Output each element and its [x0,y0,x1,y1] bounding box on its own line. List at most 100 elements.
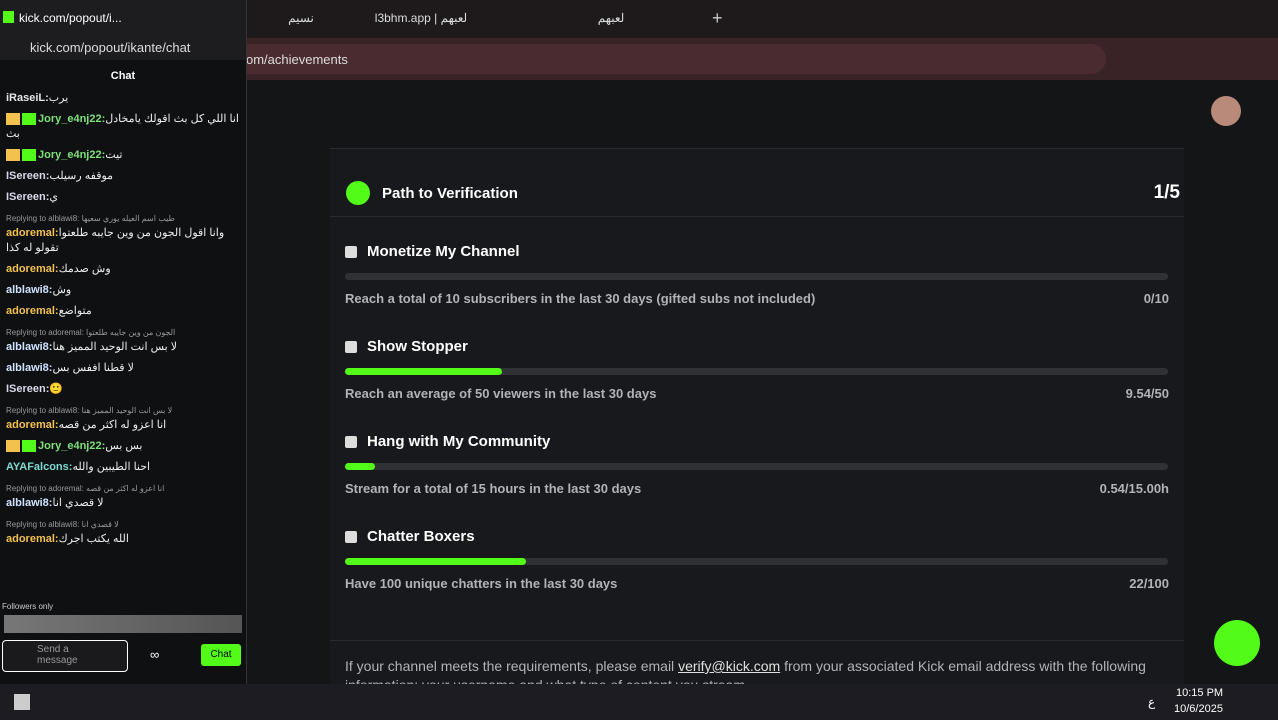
message-text: احنا الطيبين والله [72,461,151,473]
username[interactable]: adoremal: [6,263,59,275]
chat-message: Jory_e4nj22:تيت [0,145,246,166]
requirement-description: Have 100 unique chatters in the last 30 … [345,576,618,591]
chat-message: iRaseiL:يرب [0,88,246,109]
chat-message: Replying to adoremal: الجون من وين جايبه… [0,322,246,358]
message-text: لا قصدي انا [52,497,104,509]
chat-message: ISereen:🙂 [0,379,246,400]
username[interactable]: alblawi8: [6,341,53,353]
tabs: نسيم l3bhm.app | لعبهم لعبهم [256,0,726,36]
message-text: الله يكتب اجرك [58,533,129,545]
username[interactable]: ISereen: [6,170,50,182]
start-button[interactable] [14,694,30,710]
tab[interactable]: l3bhm.app | لعبهم [374,11,468,25]
requirement: Hang with My Community Stream for a total… [345,419,1169,514]
message-text: يرب [48,92,69,104]
chat-message: Replying to alblawi8: لا بس انت الوحيد ا… [0,400,246,436]
badge-icon [22,113,36,126]
verified-icon [346,181,370,205]
requirement-icon [345,341,357,353]
chat-header: Chat [110,70,136,82]
username[interactable]: iRaseiL: [6,92,49,104]
requirement-title: Hang with My Community [367,433,551,450]
username[interactable]: ISereen: [6,383,50,395]
progress-fill [345,368,503,375]
toolbar: om/achievements [246,38,1278,80]
message-text: وش صدمك [58,263,111,275]
input-placeholder: Send a message [37,644,78,666]
requirement-icon [345,436,357,448]
card-title: Path to Verification [382,185,518,202]
username[interactable]: Jory_e4nj22: [38,113,106,125]
requirement: Monetize My Channel Reach a total of 10 s… [345,229,1169,324]
username[interactable]: adoremal: [6,305,59,317]
chat-message: ISereen:ي [0,187,246,208]
chat-message: AYAFalcons:احنا الطيبين والله [0,457,246,478]
reply-context: Replying to adoremal: الجون من وين جايبه… [6,328,176,337]
clock-date: 10/6/2025 [1174,703,1223,715]
sections: Monetize My Channel Reach a total of 10 s… [330,217,1184,609]
message-text: ي [49,191,59,203]
username[interactable]: alblawi8: [6,497,53,509]
username[interactable]: Jory_e4nj22: [38,440,106,452]
new-tab[interactable]: + [712,8,723,28]
username[interactable]: alblawi8: [6,284,53,296]
progress-track [345,368,1168,375]
username[interactable]: Jory_e4nj22: [38,149,106,161]
progress-track [345,273,1168,280]
username[interactable]: adoremal: [6,533,59,545]
url: kick.com/popout/ikante/chat [30,40,191,55]
username[interactable]: ISereen: [6,191,50,203]
url-bar: kick.com/popout/ikante/chat [0,36,246,60]
verification-card: Path to Verification 1/5 Monetize My Cha… [330,148,1184,693]
progress-label: 0.54/15.00h [1099,481,1169,496]
message-text: وانا اقول الجون من وين جايبه طلعتوا تقول… [6,227,225,254]
progress-label: 9.54/50 [1125,386,1169,401]
username[interactable]: AYAFalcons: [6,461,73,473]
clock-time: 10:15 PM [1176,687,1224,699]
progress-fill [345,463,375,470]
footer-text: If your channel meets the requirements, … [345,658,675,674]
step-count: 1/5 [1153,182,1180,203]
tab-strip: نسيم l3bhm.app | لعبهم لعبهم + [246,0,1278,38]
message-list: iRaseiL:يرب Jory_e4nj22:انا اللي كل بث اق… [0,88,246,598]
chat-message: alblawi8:لا قطنا اففس بس [0,358,246,379]
message-input[interactable]: Send a message [2,640,128,672]
address: om/achievements [246,52,348,67]
message-text: موقفه رسيلب [49,170,114,182]
requirement-icon [345,246,357,258]
badge-icon [6,149,20,162]
send-button[interactable]: Chat [201,644,241,666]
message-text: بس بس [105,440,143,452]
email-link[interactable]: verify@kick.com [678,658,781,674]
progress-track [345,463,1168,470]
requirement-description: Reach an average of 50 viewers in the la… [345,386,657,401]
message-text: متواضع [58,305,92,317]
chat-message: adoremal:متواضع [0,301,246,322]
language: ع [1148,695,1156,709]
tab[interactable]: لعبهم [597,11,625,25]
card-header: Path to Verification 1/5 [330,149,1184,217]
reply-context: Replying to alblawi8: طيب اسم العيله يور… [6,214,175,223]
address-bar[interactable]: om/achievements [246,44,1106,74]
username[interactable]: alblawi8: [6,362,53,374]
badge-icon [22,440,36,453]
chat-message: Jory_e4nj22:انا اللي كل بث اقولك يامخادل… [0,109,246,145]
progress-label: 22/100 [1129,576,1169,591]
requirement-title: Show Stopper [367,338,468,355]
tab[interactable]: نسيم [288,11,314,25]
chat-message: ISereen:موقفه رسيلب [0,166,246,187]
reply-context: Replying to alblawi8: لا بس انت الوحيد ا… [6,406,173,415]
message-text: انا اللي كل بث اقولك يامخادل بث [6,113,239,140]
requirement-icon [345,531,357,543]
support-button[interactable] [1214,620,1260,666]
chat-message: adoremal:وش صدمك [0,259,246,280]
badge-icon [6,113,20,126]
avatar[interactable] [1211,96,1241,126]
username[interactable]: adoremal: [6,227,59,239]
emote-row [4,615,242,633]
badge-icon [22,149,36,162]
window-title: kick.com/popout/i... [19,11,122,25]
kick-icon [3,11,14,23]
requirement: Show Stopper Reach an average of 50 viewe… [345,324,1169,419]
username[interactable]: adoremal: [6,419,59,431]
